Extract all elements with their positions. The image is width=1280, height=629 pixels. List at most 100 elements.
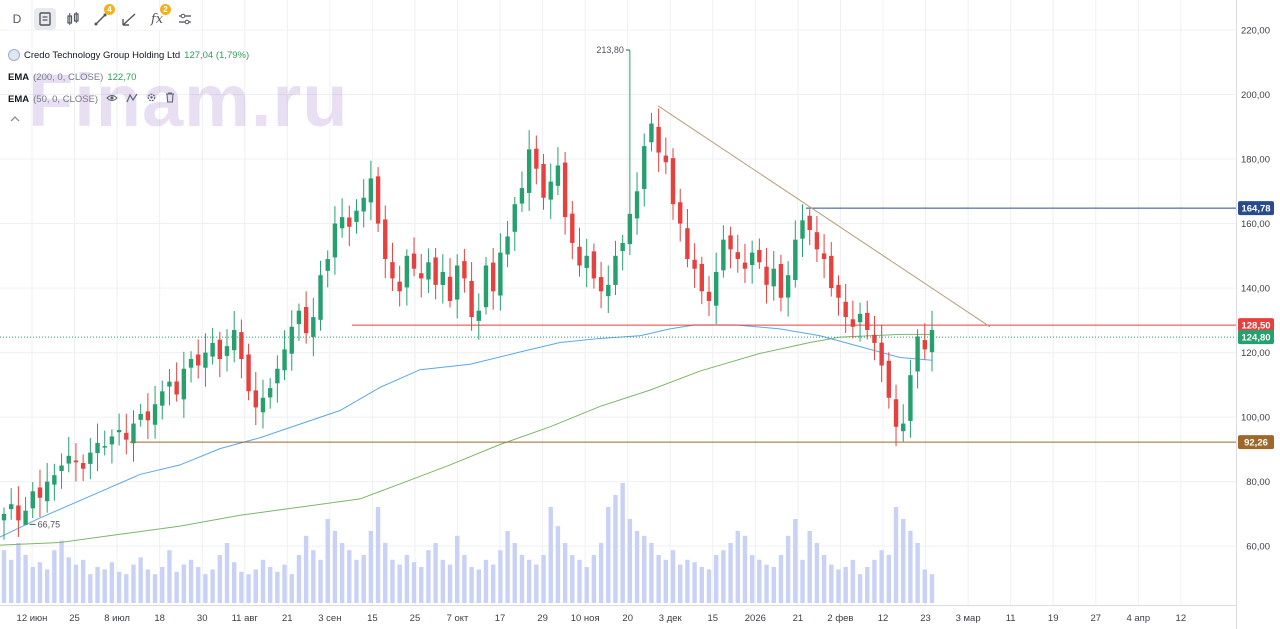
volume-bar (318, 559, 323, 603)
candle-body (16, 505, 21, 521)
eye-icon[interactable] (106, 93, 118, 106)
volume-bar (670, 550, 676, 603)
candle-body (778, 263, 784, 298)
volume-bar (663, 559, 669, 603)
candle-body (505, 236, 510, 255)
candle-body (541, 164, 546, 198)
candle-body (785, 275, 791, 298)
candles-icon[interactable] (62, 8, 84, 30)
candle-body (807, 215, 812, 231)
candle-body (116, 430, 122, 433)
candle-body (296, 310, 302, 325)
volume-bar (476, 569, 481, 603)
document-icon[interactable] (34, 8, 56, 30)
collapse-legend-row[interactable] (8, 110, 249, 128)
drawings[interactable]: 164,78 128,50 92,26 124,80 213,80 66,75 (0, 45, 1274, 529)
chevron-up-icon[interactable] (8, 114, 22, 124)
indicators-icon[interactable]: fx 2 (146, 4, 171, 30)
volume-bar (793, 519, 798, 603)
volume-bar (728, 543, 733, 603)
x-tick-label: 30 (197, 613, 208, 624)
volume-bar (455, 535, 460, 603)
symbol-row[interactable]: Credo Technology Group Holding Ltd 127,0… (8, 44, 249, 66)
ema50-row[interactable]: EMA (50, 0, CLOSE) (8, 88, 249, 110)
trash-icon[interactable] (165, 92, 175, 106)
candle-body (893, 399, 899, 427)
ema50-line (0, 324, 933, 538)
volume-bar (807, 531, 812, 603)
candle-body (88, 452, 93, 464)
candle-body (109, 436, 115, 445)
candle-body (188, 359, 194, 368)
candle-body (548, 181, 553, 200)
candle-body (555, 165, 561, 186)
y-tick-label: 160,00 (1241, 219, 1270, 230)
candle-body (886, 360, 892, 398)
volume-bar (678, 564, 683, 603)
volume-bar (260, 559, 266, 603)
chart-toolbar: D 4 fx 2 (6, 4, 196, 30)
last-price-tag-bg (1238, 330, 1274, 345)
volume-bar (778, 555, 784, 603)
last-price-tag-label: 124,80 (1241, 333, 1270, 344)
candle-body (152, 404, 158, 425)
ema200-row[interactable]: EMA (200, 0, CLOSE) 122,70 (8, 66, 249, 88)
candle-body (311, 317, 316, 337)
candle-body (181, 368, 187, 400)
candle-body (131, 423, 136, 444)
volume-bar (440, 559, 446, 603)
volume-bar (541, 555, 546, 603)
settings-sliders-icon[interactable] (174, 8, 196, 30)
interval-button[interactable]: D (6, 8, 28, 30)
volume-bar (642, 535, 647, 603)
candle-body (857, 313, 863, 323)
y-tick-label: 60,00 (1246, 542, 1270, 553)
source-code-icon[interactable] (126, 93, 138, 106)
candle-body (706, 291, 712, 301)
candle-body (821, 253, 827, 260)
volume-bar (347, 550, 352, 603)
volume-bar (469, 567, 474, 603)
candle-body (44, 481, 50, 502)
volume-bar (735, 531, 740, 603)
volume-bar (713, 555, 719, 603)
volume-bar (59, 540, 64, 603)
volume-bar (742, 535, 748, 603)
volume-bar (404, 555, 410, 603)
candle-body (383, 219, 388, 260)
x-tick-label: 10 ноя (571, 613, 600, 624)
candle-body (749, 252, 755, 266)
volume-bar (534, 564, 539, 603)
volume-bar (886, 555, 892, 603)
candles (1, 50, 935, 540)
volume-bar (217, 555, 223, 603)
volume-bar (462, 555, 467, 603)
volume-bar (210, 569, 215, 603)
candle-body (404, 255, 410, 288)
candle-body (361, 197, 366, 212)
volume-bar (505, 531, 510, 603)
volume-bar (656, 555, 661, 603)
volume-bar (857, 574, 863, 603)
candle-body (627, 213, 633, 245)
candle-body (95, 442, 100, 454)
volume-bar (174, 571, 179, 603)
volume-bar (196, 567, 201, 603)
candle-body (915, 336, 920, 372)
ruler-icon[interactable] (118, 8, 140, 30)
candle-body (80, 463, 86, 469)
x-tick-label: 17 (495, 613, 506, 624)
candle-body (8, 504, 14, 510)
volume-bar (577, 559, 582, 603)
x-tick-label: 7 окт (447, 613, 469, 624)
volume-bar (131, 564, 136, 603)
candle-body (922, 340, 928, 350)
volume-bar (303, 535, 309, 603)
volume-bar (109, 562, 115, 603)
gear-icon[interactable] (146, 92, 157, 106)
candle-body (829, 255, 834, 289)
drawings-icon[interactable]: 4 (90, 4, 115, 30)
candle-body (742, 262, 748, 269)
volume-bar (253, 569, 258, 603)
